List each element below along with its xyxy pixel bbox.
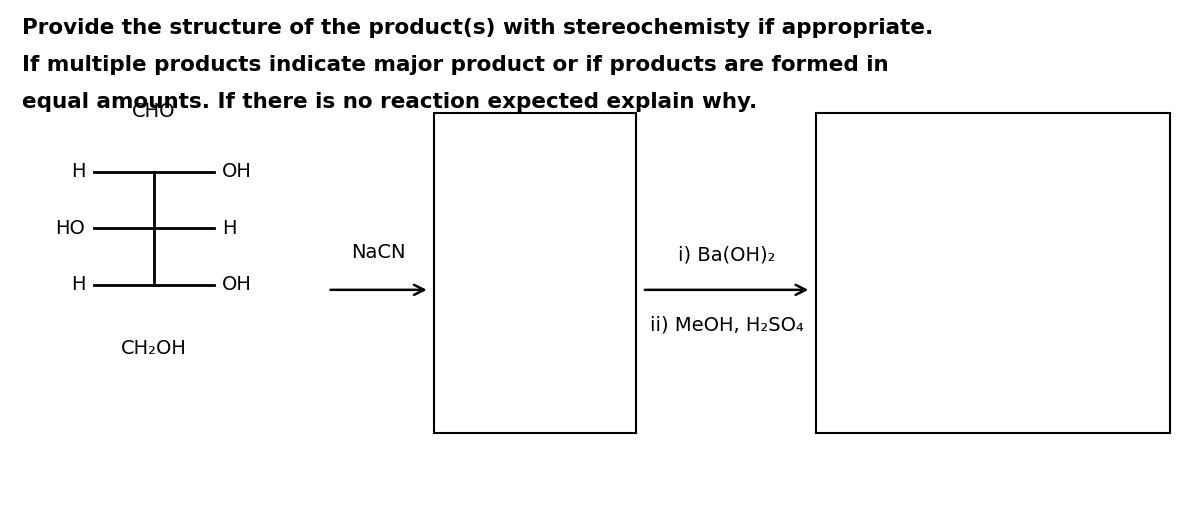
Text: equal amounts. If there is no reaction expected explain why.: equal amounts. If there is no reaction e… xyxy=(22,92,757,112)
Text: Provide the structure of the product(s) with stereochemisty if appropriate.: Provide the structure of the product(s) … xyxy=(22,18,932,38)
Text: ii) MeOH, H₂SO₄: ii) MeOH, H₂SO₄ xyxy=(649,315,804,334)
Text: H: H xyxy=(222,219,236,238)
Text: CHO: CHO xyxy=(132,102,175,121)
Text: H: H xyxy=(71,275,85,294)
Text: OH: OH xyxy=(222,162,252,182)
Text: CH₂OH: CH₂OH xyxy=(121,339,186,358)
Text: H: H xyxy=(71,162,85,182)
Text: If multiple products indicate major product or if products are formed in: If multiple products indicate major prod… xyxy=(22,55,888,75)
Text: NaCN: NaCN xyxy=(352,243,406,262)
Text: i) Ba(OH)₂: i) Ba(OH)₂ xyxy=(678,245,775,264)
FancyBboxPatch shape xyxy=(434,113,636,433)
FancyBboxPatch shape xyxy=(816,113,1170,433)
Text: OH: OH xyxy=(222,275,252,294)
Text: HO: HO xyxy=(55,219,85,238)
